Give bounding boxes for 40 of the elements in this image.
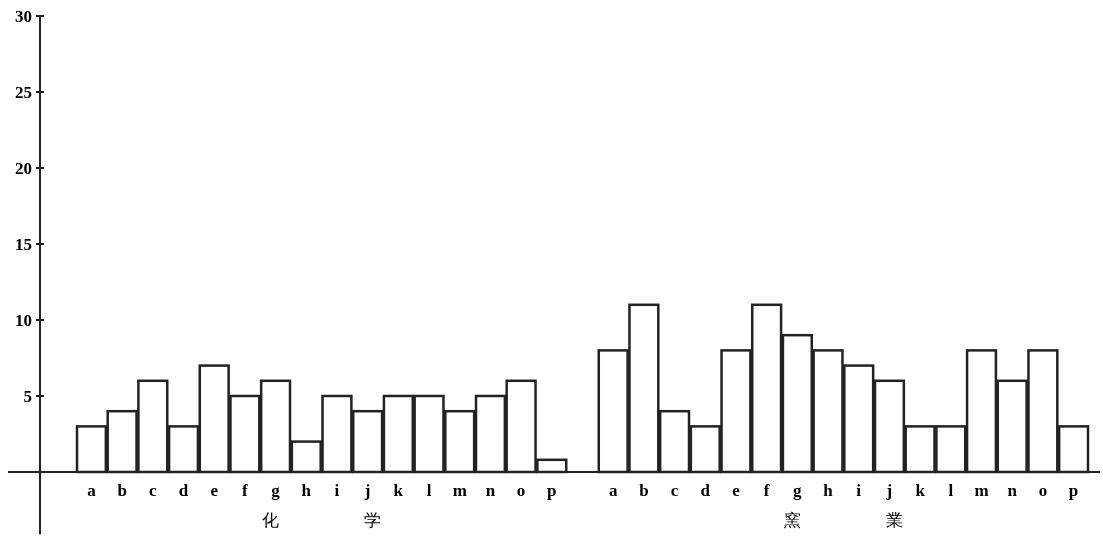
x-tick-label: m (452, 481, 467, 500)
x-tick-label: p (547, 481, 557, 500)
x-tick-label: o (1038, 481, 1048, 500)
x-tick-label: k (915, 481, 926, 500)
y-tick-label: 20 (15, 158, 32, 178)
x-tick-label: l (426, 481, 432, 500)
y-tick-label: 25 (15, 82, 32, 102)
annotation: 窯 業 (783, 511, 903, 530)
annotation: 化 学 (262, 511, 382, 530)
x-tick-label: i (334, 481, 340, 500)
x-tick-label: f (242, 481, 249, 500)
y-tick-label: 30 (15, 6, 32, 26)
x-tick-label: g (793, 481, 803, 500)
y-tick-label: 5 (23, 386, 32, 406)
x-tick-label: d (700, 481, 711, 500)
x-tick-label: p (1068, 481, 1079, 500)
x-tick-label: j (885, 481, 893, 500)
x-tick-label: a (87, 481, 97, 500)
x-tick-label: k (393, 481, 404, 500)
x-tick-label: i (856, 481, 862, 500)
x-tick-label: b (639, 481, 649, 500)
x-tick-label: j (363, 481, 371, 500)
x-tick-label: h (823, 481, 834, 500)
x-tick-label: f (763, 481, 770, 500)
x-tick-label: n (1007, 481, 1018, 500)
x-tick-label: e (210, 481, 219, 500)
x-tick-label: g (271, 481, 281, 500)
x-tick-label: a (608, 481, 618, 500)
y-tick-label: 10 (15, 310, 32, 330)
x-tick-label: d (178, 481, 189, 500)
x-tick-label: m (974, 481, 989, 500)
x-tick-label: c (670, 481, 679, 500)
x-tick-label: h (301, 481, 312, 500)
x-tick-label: c (149, 481, 158, 500)
y-tick-label: 15 (15, 234, 32, 254)
x-tick-label: n (485, 481, 496, 500)
x-tick-label: b (117, 481, 127, 500)
x-tick-label: l (948, 481, 954, 500)
x-tick-label: o (516, 481, 526, 500)
x-tick-label: e (732, 481, 741, 500)
